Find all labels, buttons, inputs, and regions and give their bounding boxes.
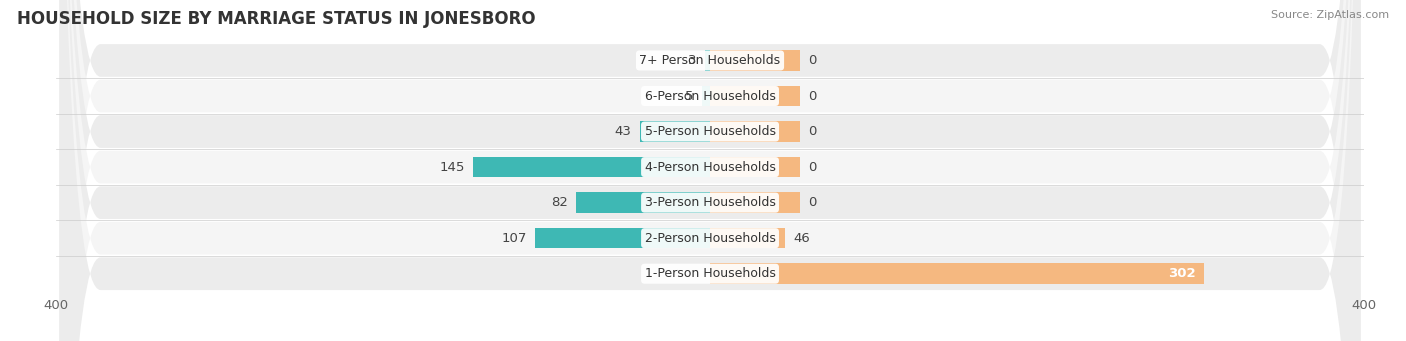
FancyBboxPatch shape — [59, 0, 1361, 341]
FancyBboxPatch shape — [59, 0, 1361, 341]
Text: 3-Person Households: 3-Person Households — [644, 196, 776, 209]
Bar — [710, 50, 800, 71]
Text: 0: 0 — [808, 125, 817, 138]
Text: 0: 0 — [808, 54, 817, 67]
Text: HOUSEHOLD SIZE BY MARRIAGE STATUS IN JONESBORO: HOUSEHOLD SIZE BY MARRIAGE STATUS IN JON… — [17, 10, 536, 28]
Text: 43: 43 — [614, 125, 631, 138]
Bar — [710, 192, 800, 213]
Text: 5: 5 — [685, 89, 693, 103]
Text: 1-Person Households: 1-Person Households — [644, 267, 776, 280]
Bar — [710, 263, 1204, 284]
Text: 0: 0 — [808, 161, 817, 174]
Bar — [536, 228, 710, 249]
Text: 5-Person Households: 5-Person Households — [644, 125, 776, 138]
FancyBboxPatch shape — [59, 0, 1361, 341]
Text: 302: 302 — [1168, 267, 1195, 280]
Text: 6-Person Households: 6-Person Households — [644, 89, 776, 103]
Bar — [472, 157, 710, 177]
Bar — [710, 86, 800, 106]
Text: 46: 46 — [793, 232, 810, 245]
Bar — [710, 228, 785, 249]
Text: 4-Person Households: 4-Person Households — [644, 161, 776, 174]
Text: Source: ZipAtlas.com: Source: ZipAtlas.com — [1271, 10, 1389, 20]
Text: 82: 82 — [551, 196, 568, 209]
FancyBboxPatch shape — [59, 0, 1361, 341]
Bar — [576, 192, 710, 213]
Bar — [640, 121, 710, 142]
Text: 3: 3 — [689, 54, 697, 67]
Text: 0: 0 — [808, 89, 817, 103]
Bar — [702, 86, 710, 106]
Text: 7+ Person Households: 7+ Person Households — [640, 54, 780, 67]
Bar — [706, 50, 710, 71]
Text: 145: 145 — [440, 161, 465, 174]
Bar — [710, 121, 800, 142]
Bar — [710, 157, 800, 177]
Text: 0: 0 — [808, 196, 817, 209]
FancyBboxPatch shape — [59, 0, 1361, 341]
FancyBboxPatch shape — [59, 0, 1361, 341]
FancyBboxPatch shape — [59, 0, 1361, 341]
Text: 107: 107 — [502, 232, 527, 245]
Text: 2-Person Households: 2-Person Households — [644, 232, 776, 245]
